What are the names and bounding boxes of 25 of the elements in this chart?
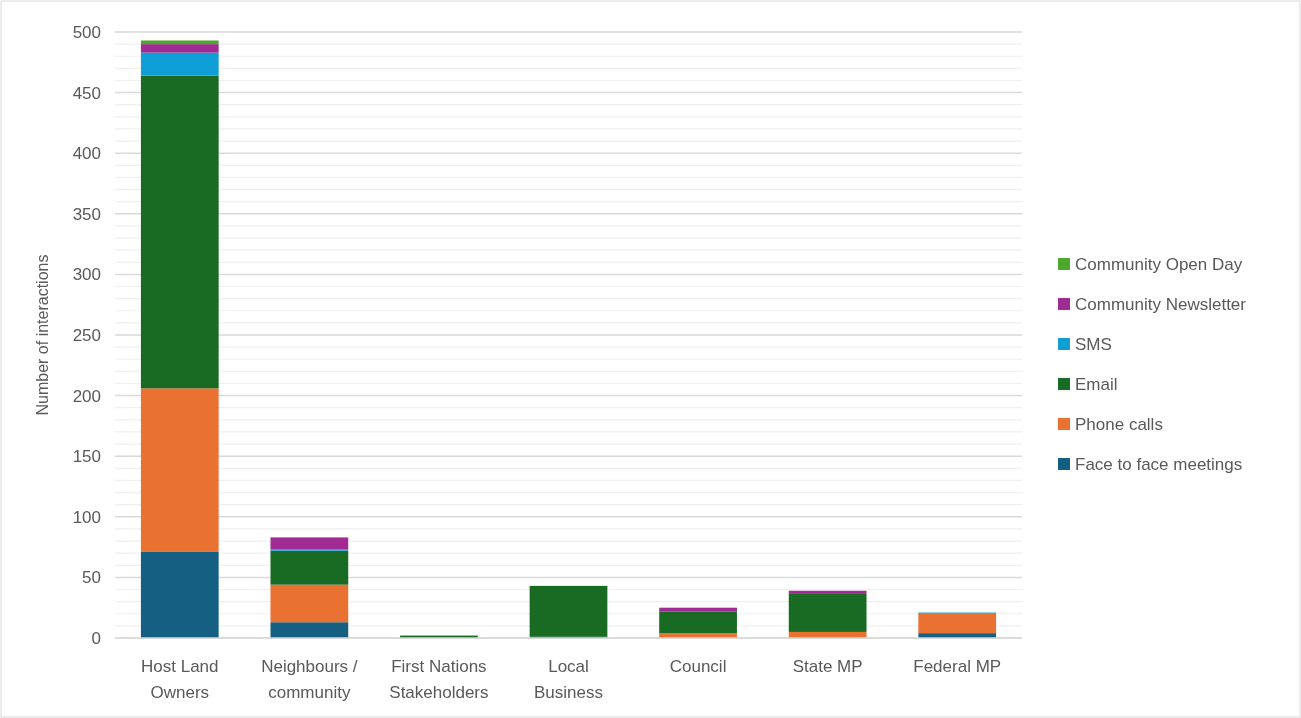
legend-label: Community Newsletter (1075, 294, 1247, 314)
legend-label: SMS (1075, 334, 1112, 354)
y-tick-label: 450 (72, 83, 101, 103)
x-tick-label: State MP (792, 657, 863, 676)
y-tick-label: 350 (72, 204, 101, 224)
y-tick-label: 100 (72, 507, 101, 527)
x-tick-label: Federal MP (913, 657, 1002, 676)
x-tick-label: Neighbours / community (261, 657, 358, 702)
y-tick-label: 0 (91, 628, 101, 648)
x-tick-label: Local Business (534, 657, 603, 702)
y-axis-title: Number of interactions (34, 254, 51, 416)
legend-label: Community Open Day (1075, 254, 1243, 274)
y-tick-label: 250 (72, 325, 101, 345)
y-tick-label: 300 (72, 265, 101, 285)
y-tick-label: 50 (82, 568, 101, 588)
legend-label: Face to face meetings (1075, 454, 1243, 474)
y-tick-label: 150 (72, 447, 101, 467)
y-tick-label: 200 (72, 386, 101, 406)
legend-label: Phone calls (1075, 414, 1163, 434)
legend-label: Email (1075, 374, 1118, 394)
y-tick-label: 500 (72, 22, 101, 42)
x-tick-label: Council (669, 657, 727, 676)
y-tick-label: 400 (72, 144, 101, 164)
x-tick-label: Host Land Owners (141, 657, 219, 702)
x-tick-label: First Nations Stakeholders (389, 657, 489, 702)
